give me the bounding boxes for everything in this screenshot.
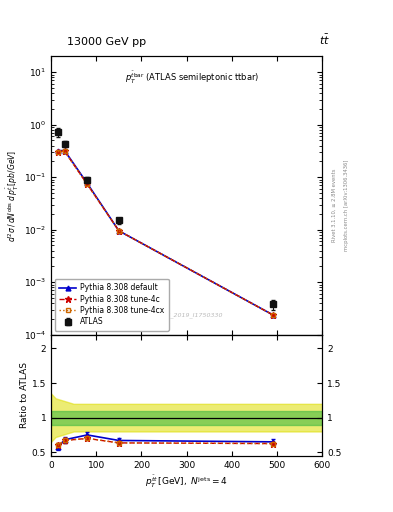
Pythia 8.308 tune-4c xyxy=(62,148,67,155)
X-axis label: $p^{\bar{t}t}_T\,[\mathrm{GeV}],\;N^{\mathrm{jets}}=4$: $p^{\bar{t}t}_T\,[\mathrm{GeV}],\;N^{\ma… xyxy=(145,474,228,490)
Y-axis label: $d^2\sigma\,/\,dN^{\mathrm{obs}}\,d\,p^{\bar{t}}_T\,[pb/GeV]$: $d^2\sigma\,/\,dN^{\mathrm{obs}}\,d\,p^{… xyxy=(5,150,21,242)
Pythia 8.308 default xyxy=(270,312,275,318)
Line: Pythia 8.308 default: Pythia 8.308 default xyxy=(55,148,275,317)
Pythia 8.308 tune-4cx xyxy=(55,148,60,155)
Pythia 8.308 default xyxy=(85,180,90,186)
Pythia 8.308 default xyxy=(55,147,60,154)
Pythia 8.308 tune-4cx xyxy=(270,312,275,318)
Text: ATLAS_2019_I1750330: ATLAS_2019_I1750330 xyxy=(151,312,222,318)
Line: Pythia 8.308 tune-4cx: Pythia 8.308 tune-4cx xyxy=(55,149,275,317)
Text: $t\bar{t}$: $t\bar{t}$ xyxy=(319,33,330,47)
Pythia 8.308 tune-4c xyxy=(116,228,121,234)
Pythia 8.308 tune-4cx xyxy=(85,181,90,187)
Pythia 8.308 tune-4c xyxy=(55,148,60,155)
Pythia 8.308 tune-4c xyxy=(270,312,275,318)
Legend: Pythia 8.308 default, Pythia 8.308 tune-4c, Pythia 8.308 tune-4cx, ATLAS: Pythia 8.308 default, Pythia 8.308 tune-… xyxy=(55,279,169,331)
Text: Rivet 3.1.10, ≥ 2.8M events: Rivet 3.1.10, ≥ 2.8M events xyxy=(332,168,337,242)
Pythia 8.308 tune-4cx xyxy=(116,228,121,234)
Pythia 8.308 tune-4c xyxy=(85,181,90,187)
Pythia 8.308 tune-4cx xyxy=(62,148,67,155)
Text: mcplots.cern.ch [arXiv:1306.3436]: mcplots.cern.ch [arXiv:1306.3436] xyxy=(344,159,349,250)
Pythia 8.308 default xyxy=(116,228,121,234)
Text: $p_T^{\bar{t}\mathrm{bar}}$ (ATLAS semileptonic ttbar): $p_T^{\bar{t}\mathrm{bar}}$ (ATLAS semil… xyxy=(125,70,259,87)
Line: Pythia 8.308 tune-4c: Pythia 8.308 tune-4c xyxy=(55,148,275,318)
Text: 13000 GeV pp: 13000 GeV pp xyxy=(67,37,146,47)
Pythia 8.308 default xyxy=(62,147,67,154)
Y-axis label: Ratio to ATLAS: Ratio to ATLAS xyxy=(20,362,29,428)
